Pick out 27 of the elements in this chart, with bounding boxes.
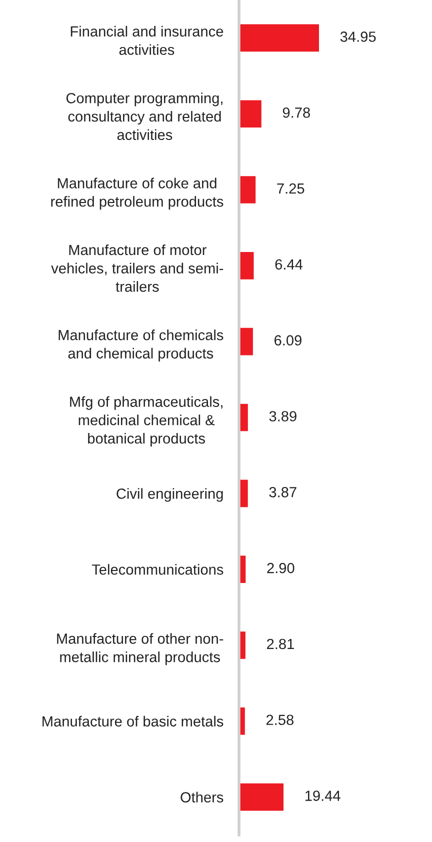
y-tick-label: Manufacture of coke and refined petroleum products <box>51 178 224 210</box>
data-label: 7.25 <box>277 183 304 194</box>
y-tick-label: Manufacture of other non- metallic mineral products <box>57 633 224 666</box>
bar <box>239 100 262 128</box>
y-tick-label: Manufacture of basic metals <box>42 716 224 727</box>
data-label: 2.90 <box>267 562 294 574</box>
y-tick-label: Computer programming, consultancy and related activities <box>66 92 222 140</box>
data-label: 2.81 <box>267 638 294 650</box>
y-tick-label: Manufacture of chemicals and chemical products <box>58 330 224 362</box>
data-label: 3.87 <box>269 486 296 498</box>
bar <box>239 24 319 52</box>
data-label: 2.58 <box>266 714 294 726</box>
bar <box>239 328 253 356</box>
y-tick-label: Mfg of pharmaceuticals, medicinal chemical & botanical products <box>70 396 222 447</box>
data-label: 9.78 <box>282 107 310 118</box>
data-label: 6.09 <box>274 335 302 346</box>
y-tick-label: Civil engineering <box>116 488 223 502</box>
data-label: 19.44 <box>305 790 340 801</box>
y-tick-label: Others <box>180 792 224 802</box>
bar <box>239 176 256 204</box>
y-tick-label: Manufacture of motor vehicles, trailers and semi- trailers <box>51 244 224 292</box>
data-label: 3.89 <box>269 411 296 422</box>
y-tick-label: Financial and insurance activities <box>70 26 224 55</box>
data-label: 34.95 <box>340 32 376 42</box>
bar <box>239 783 284 811</box>
data-label: 6.44 <box>275 259 303 270</box>
y-tick-label: Telecommunications <box>92 564 224 575</box>
